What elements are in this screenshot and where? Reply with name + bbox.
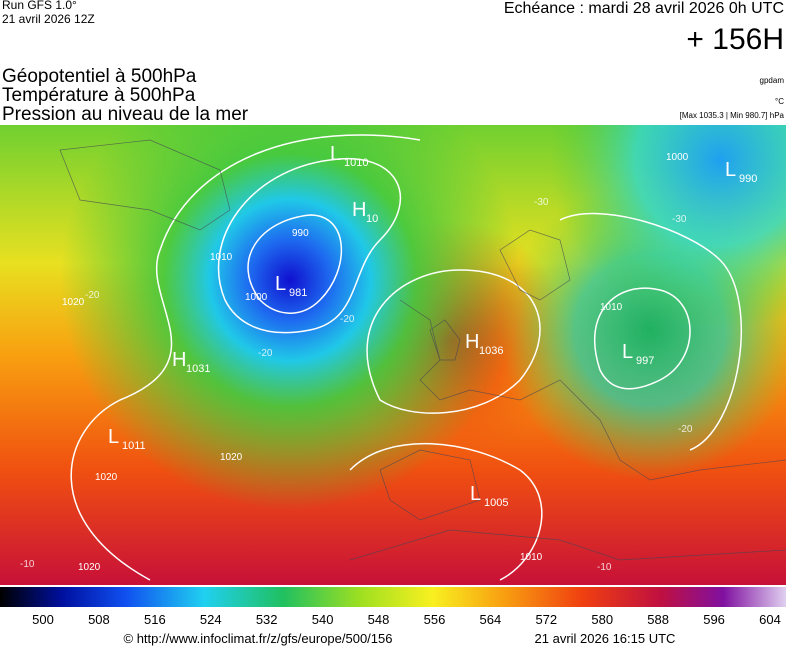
colorbar-label: 548 xyxy=(368,612,390,627)
colorbar xyxy=(0,587,786,607)
isobar-label: 1000 xyxy=(666,152,689,163)
isobar-label: 990 xyxy=(292,228,309,239)
isotherm-label: -20 xyxy=(85,290,100,301)
colorbar-label: 516 xyxy=(144,612,166,627)
isobar-label: 1000 xyxy=(245,292,268,303)
center-kind: H xyxy=(352,199,366,221)
isotherm-label: -30 xyxy=(534,197,549,208)
center-kind: L xyxy=(330,143,341,165)
isobar-label: 1020 xyxy=(220,452,243,463)
isobars xyxy=(70,134,743,581)
center-pressure: 10 xyxy=(366,213,378,225)
source-url: © http://www.infoclimat.fr/z/gfs/europe/… xyxy=(124,631,393,646)
colorbar-label: 596 xyxy=(703,612,725,627)
isobar-label: 1020 xyxy=(62,297,85,308)
isotherm-label: -10 xyxy=(20,559,35,570)
colorbar-label: 500 xyxy=(32,612,54,627)
center-pressure: 997 xyxy=(636,355,654,367)
cold-field xyxy=(0,125,786,585)
unit: gpdam xyxy=(760,76,785,85)
center-kind: L xyxy=(470,483,481,505)
center-kind: L xyxy=(108,426,119,448)
colorbar-label: 564 xyxy=(480,612,502,627)
center-pressure: 990 xyxy=(739,173,757,185)
center-pressure: 1010 xyxy=(344,157,368,169)
isotherm-label: -20 xyxy=(258,348,273,359)
colorbar-label: 508 xyxy=(88,612,110,627)
center-kind: L xyxy=(275,273,286,295)
isobar-label: 1010 xyxy=(600,302,623,313)
isotherm-label: -10 xyxy=(597,562,612,573)
center-kind: H xyxy=(465,331,479,353)
center-kind: L xyxy=(622,341,633,363)
lead-time: + 156H xyxy=(686,23,784,56)
weather-map: 1000 990 1010 1020 1020 1020 1020 1010 1000 1010 -… xyxy=(0,125,786,585)
run: 21 avril 2026 12Z xyxy=(2,12,95,26)
unit: °C xyxy=(775,97,784,106)
generated-time: 21 avril 2026 16:15 UTC xyxy=(535,631,676,646)
colorbar-label: 524 xyxy=(200,612,222,627)
pressure-range: [Max 1035.3 | Min 980.7] hPa xyxy=(680,111,785,120)
isobar-label: 1010 xyxy=(520,552,543,563)
center-kind: H xyxy=(172,349,186,371)
field-title: Géopotentiel à 500hPa xyxy=(2,66,197,87)
valid-time: Echéance : mardi 28 avril 2026 0h UTC xyxy=(504,0,784,17)
model: Run GFS 1.0° xyxy=(2,0,77,12)
isotherm-label: -20 xyxy=(340,314,355,325)
colorbar-label: 588 xyxy=(647,612,669,627)
isobar-label: 1010 xyxy=(210,252,233,263)
colorbar-label: 532 xyxy=(256,612,278,627)
center-pressure: 1031 xyxy=(186,363,210,375)
colorbar-label: 580 xyxy=(591,612,613,627)
isotherm-label: -30 xyxy=(672,214,687,225)
colorbar-label: 572 xyxy=(535,612,557,627)
header: Run GFS 1.0° 21 avril 2026 12Z Echéance … xyxy=(2,0,785,125)
isobar-label: 1020 xyxy=(95,472,118,483)
isotherm-label: -20 xyxy=(678,424,693,435)
center-pressure: 981 xyxy=(289,287,307,299)
colorbar-label: 604 xyxy=(759,612,781,627)
center-pressure: 1036 xyxy=(479,345,503,357)
colorbar-label: 540 xyxy=(312,612,334,627)
field-title: Température à 500hPa xyxy=(2,85,196,106)
field-title: Pression au niveau de la mer xyxy=(2,104,249,125)
colorbar-label: 556 xyxy=(424,612,446,627)
coastlines xyxy=(59,139,786,561)
center-kind: L xyxy=(725,159,736,181)
center-pressure: 1011 xyxy=(122,440,146,452)
center-pressure: 1005 xyxy=(484,497,508,509)
isobar-label: 1020 xyxy=(78,562,101,573)
